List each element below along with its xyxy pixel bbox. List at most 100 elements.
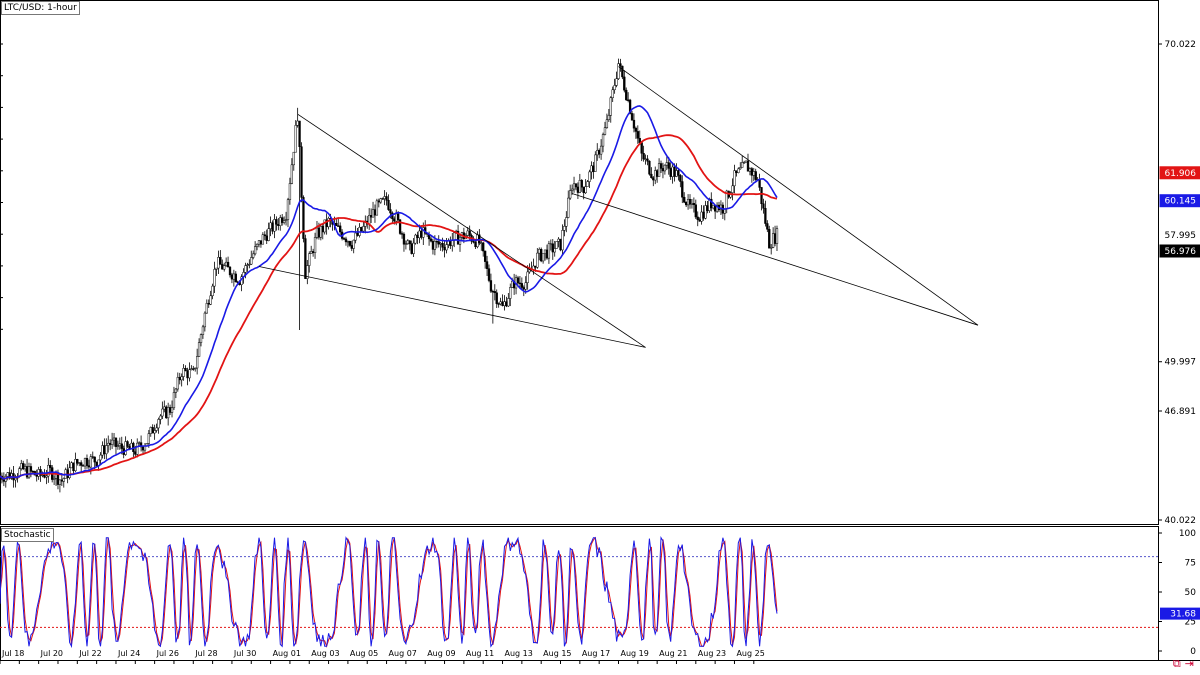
stoch-tick-label: 75: [1185, 559, 1196, 569]
candle-body: [731, 185, 734, 193]
candle-body: [246, 264, 249, 266]
candle-body: [574, 183, 578, 188]
candle-body: [313, 237, 317, 253]
candle-body: [168, 407, 172, 413]
candle-body: [354, 232, 357, 241]
price-tick-label: 70.022: [1165, 40, 1197, 50]
candle-body: [327, 218, 330, 228]
candle-body: [598, 150, 601, 155]
candle-body: [25, 466, 29, 478]
candle-body: [224, 261, 228, 266]
candle-body: [760, 187, 763, 205]
time-axis: Jul 18 Jul 20 Jul 22 Jul 24 Jul 26 Jul 28 Jul …: [0, 649, 765, 664]
candle-body: [118, 443, 121, 447]
trendline: [618, 66, 979, 326]
candle-body: [420, 230, 423, 238]
candle-body: [337, 225, 340, 227]
candle-body: [441, 243, 444, 248]
candle-body: [385, 196, 388, 201]
candle-body: [68, 467, 71, 478]
candle-body: [538, 249, 541, 254]
candle-body: [126, 441, 129, 447]
price-badge: [1159, 244, 1200, 258]
candle-body: [244, 265, 247, 273]
candle-body: [582, 186, 585, 194]
candle-body: [416, 234, 419, 239]
candle-body: [754, 171, 757, 180]
candle-body: [70, 462, 73, 469]
stoch-value-label: 31.68: [1170, 610, 1196, 620]
candle-body: [628, 99, 632, 114]
candle-body: [768, 229, 771, 249]
candle-body: [400, 233, 404, 235]
candle-body: [520, 283, 524, 288]
time-tick-label: Aug 11: [466, 649, 494, 658]
candle-body: [308, 253, 311, 266]
candle-body: [232, 273, 236, 280]
candle-body: [771, 233, 775, 248]
candle-body: [553, 248, 556, 253]
candle-body: [661, 168, 665, 172]
candle-body: [373, 209, 377, 216]
candle-body: [22, 463, 25, 470]
candle-body: [439, 243, 442, 245]
link-icon[interactable]: ⧉: [1172, 657, 1181, 670]
candle-body: [684, 201, 688, 206]
stoch-d-line: [0, 536, 778, 648]
candle-body: [81, 465, 85, 467]
candle-body: [541, 253, 545, 262]
candle-body: [773, 233, 777, 244]
candle-body: [700, 211, 703, 222]
time-tick-label: Aug 09: [427, 649, 455, 658]
candle-body: [613, 85, 616, 91]
candle-body: [578, 180, 581, 193]
candle-body: [255, 243, 259, 247]
candle-body: [103, 445, 106, 455]
stoch-k-line: [0, 536, 778, 649]
time-tick-label: Jul 24: [117, 649, 140, 658]
candle-body: [650, 173, 653, 178]
candle-body: [259, 240, 263, 245]
candle-body: [114, 437, 118, 447]
candle-body: [752, 171, 755, 176]
candle-body: [389, 209, 392, 214]
candle-body: [536, 252, 539, 268]
time-tick-label: Aug 01: [273, 649, 301, 658]
candle-body: [509, 287, 512, 299]
candle-body: [165, 406, 168, 419]
candle-body: [406, 240, 409, 244]
candle-body: [634, 127, 638, 132]
candle-body: [636, 131, 639, 139]
candle-body: [219, 257, 222, 265]
candle-body: [288, 183, 292, 200]
candle-body: [675, 170, 678, 177]
candle-body: [617, 63, 620, 79]
price-badge: [1160, 228, 1200, 241]
candle-body: [350, 245, 353, 249]
candle-body: [136, 442, 139, 455]
candle-body: [80, 462, 83, 466]
candle-body: [377, 200, 380, 203]
candle-body: [762, 203, 765, 209]
price-badge-label: 61.906: [1165, 169, 1197, 179]
candle-body: [31, 471, 35, 473]
candle-body: [296, 120, 299, 126]
arrow-right-icon[interactable]: ⇥: [1184, 657, 1194, 670]
time-tick-label: Aug 15: [543, 649, 571, 658]
candle-body: [545, 249, 549, 259]
candle-body: [549, 243, 552, 245]
candle-body: [621, 65, 624, 78]
candle-body: [681, 181, 684, 198]
candle-body: [487, 268, 491, 281]
candle-body: [623, 76, 626, 91]
candle-body: [161, 408, 164, 417]
candle-body: [112, 437, 116, 441]
candle-body: [306, 265, 309, 279]
candle-body: [284, 219, 288, 221]
candle-body: [163, 406, 166, 410]
candle-body: [253, 246, 257, 255]
candle-body: [534, 265, 537, 268]
time-tick-label: Jul 22: [78, 649, 101, 658]
candle-body: [497, 303, 500, 305]
candle-body: [226, 261, 230, 268]
